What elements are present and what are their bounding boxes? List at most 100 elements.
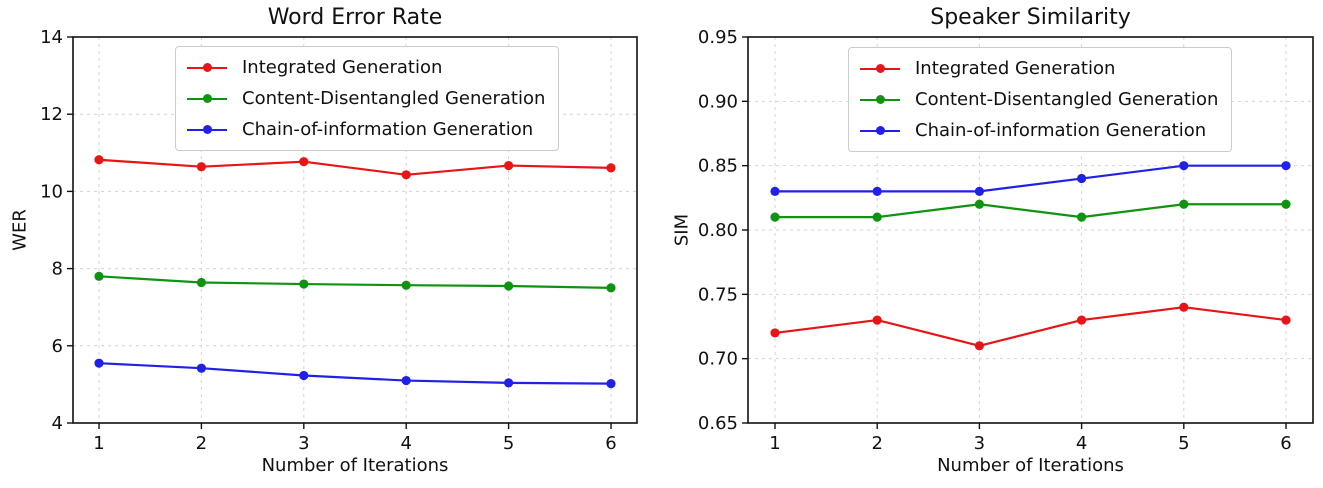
series-line-content-disentangled-generation: [775, 203, 1286, 219]
data-point-integrated-generation: [299, 157, 309, 167]
legend: Integrated Generation Content-Disentangle…: [848, 47, 1233, 152]
data-point-content-disentangled-generation: [401, 280, 411, 290]
data-point-content-disentangled-generation: [504, 281, 514, 291]
data-point-content-disentangled-generation: [974, 199, 984, 209]
data-point-chain-of-information-generation: [872, 186, 882, 196]
data-point-integrated-generation: [94, 155, 104, 165]
series-line-integrated-generation: [774, 306, 1287, 347]
data-point-integrated-generation: [1179, 302, 1189, 312]
x-tick-label: 3: [974, 433, 985, 454]
data-point-integrated-generation: [196, 162, 206, 172]
y-tick-label: 4: [52, 413, 63, 434]
legend-entry-chain-of-information-generation: Chain-of-information Generation: [860, 117, 1218, 144]
legend-label: Content-Disentangled Generation: [915, 89, 1219, 110]
data-point-chain-of-information-generation: [1077, 173, 1087, 184]
legend-line-sample-icon: [860, 94, 900, 106]
legend-entry-content-disentangled-generation: Content-Disentangled Generation: [187, 85, 545, 112]
legend-line-sample-icon: [187, 93, 227, 105]
y-tick-label: 0.95: [698, 27, 738, 48]
data-point-integrated-generation: [1077, 315, 1087, 325]
y-tick-label: 0.75: [698, 284, 738, 305]
data-point-integrated-generation: [770, 328, 780, 338]
legend-line-sample-icon: [187, 62, 227, 74]
plot-frame: [72, 36, 638, 424]
data-point-content-disentangled-generation: [770, 212, 780, 222]
y-tick-label: 8: [52, 259, 63, 280]
x-axis-label: Number of Iterations: [937, 455, 1124, 476]
data-point-integrated-generation: [1281, 315, 1291, 325]
data-point-chain-of-information-generation: [974, 186, 984, 196]
legend: Integrated Generation Content-Disentangle…: [175, 46, 560, 151]
data-point-content-disentangled-generation: [872, 212, 882, 222]
x-tick-label: 4: [400, 433, 411, 454]
x-tick-label: 2: [871, 433, 882, 454]
sim-plot-area: 0.65 0.70 0.75 0.80 0.85 0.90 0.95 1 2 3 4 5 6: [698, 27, 1314, 454]
data-point-content-disentangled-generation: [1281, 199, 1291, 209]
data-point-content-disentangled-generation: [94, 271, 104, 281]
y-tick-label: 0.90: [698, 91, 738, 112]
y-tick-label: 14: [40, 27, 63, 48]
x-tick-label: 1: [93, 433, 104, 454]
y-tick-label: 0.65: [698, 413, 738, 434]
legend-marker-icon: [202, 63, 212, 72]
x-tick-label: 6: [605, 433, 616, 454]
sim-chart: 0.65 0.70 0.75 0.80 0.85 0.90 0.95 1 2 3 4 5 6 Speak…: [661, 0, 1323, 488]
x-tick-label: 5: [1178, 433, 1189, 454]
legend-entry-integrated-generation: Integrated Generation: [860, 55, 1218, 82]
legend-line-sample-icon: [860, 125, 900, 137]
chart-title: Speaker Similarity: [930, 5, 1131, 30]
legend-entry-integrated-generation: Integrated Generation: [187, 54, 545, 81]
data-point-content-disentangled-generation: [1077, 212, 1087, 222]
legend-line-sample-icon: [187, 124, 227, 136]
data-point-content-disentangled-generation: [1179, 199, 1189, 209]
x-tick-label: 2: [196, 433, 207, 454]
legend-entry-content-disentangled-generation: Content-Disentangled Generation: [860, 86, 1218, 113]
legend-label: Integrated Generation: [242, 57, 443, 78]
data-point-content-disentangled-generation: [299, 279, 309, 289]
x-tick-label: 6: [1280, 433, 1291, 454]
legend-marker-icon: [875, 64, 885, 73]
series-line-chain-of-information-generation: [775, 164, 1286, 193]
data-point-content-disentangled-generation: [606, 283, 616, 293]
y-axis-label: SIM: [671, 213, 693, 247]
x-tick-label: 4: [1076, 433, 1087, 454]
legend-label: Integrated Generation: [915, 58, 1116, 79]
data-point-chain-of-information-generation: [94, 358, 104, 368]
legend-label: Content-Disentangled Generation: [242, 88, 546, 109]
data-point-integrated-generation: [504, 160, 514, 171]
data-point-chain-of-information-generation: [401, 375, 411, 386]
data-point-chain-of-information-generation: [1281, 161, 1291, 171]
legend-label: Chain-of-information Generation: [915, 120, 1207, 141]
y-tick-label: 0.70: [698, 349, 738, 370]
legend-marker-icon: [875, 126, 885, 135]
y-axis-label: WER: [9, 209, 31, 251]
data-point-chain-of-information-generation: [770, 186, 780, 196]
chart-title: Word Error Rate: [267, 5, 443, 30]
data-point-integrated-generation: [606, 163, 616, 173]
legend-marker-icon: [875, 95, 885, 104]
x-tick-label: 5: [503, 433, 514, 454]
y-tick-label: 10: [40, 181, 63, 202]
legend-marker-icon: [202, 94, 212, 103]
y-tick-label: 0.85: [698, 156, 738, 177]
x-tick-label: 1: [769, 433, 780, 454]
x-tick-label: 3: [298, 433, 309, 454]
series-line-content-disentangled-generation: [98, 275, 612, 289]
series-line-chain-of-information-generation: [98, 362, 612, 385]
x-axis-label: Number of Iterations: [261, 455, 449, 476]
data-point-integrated-generation: [401, 170, 411, 180]
data-point-chain-of-information-generation: [299, 370, 309, 381]
data-point-chain-of-information-generation: [504, 378, 514, 388]
series-line-integrated-generation: [98, 158, 612, 176]
legend-label: Chain-of-information Generation: [242, 119, 534, 140]
legend-line-sample-icon: [860, 63, 900, 75]
y-tick-label: 6: [52, 336, 63, 357]
data-point-chain-of-information-generation: [1179, 161, 1189, 171]
data-point-integrated-generation: [974, 341, 984, 351]
legend-entry-chain-of-information-generation: Chain-of-information Generation: [187, 116, 545, 143]
y-tick-label: 0.80: [698, 220, 738, 241]
y-tick-label: 12: [40, 104, 63, 125]
data-point-chain-of-information-generation: [196, 363, 206, 373]
